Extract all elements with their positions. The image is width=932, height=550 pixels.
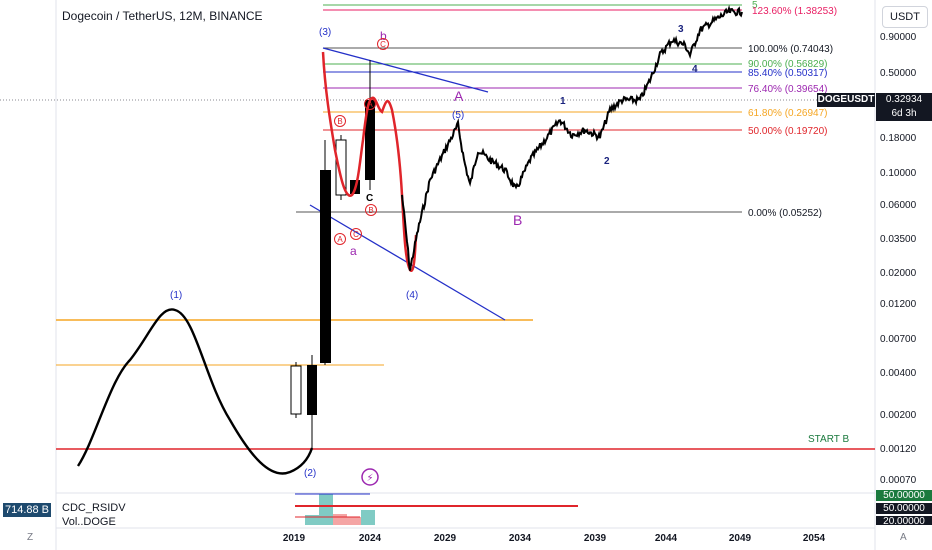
time-tick-label: 2024 xyxy=(359,533,382,544)
indicator-value-3: 20.00000 xyxy=(876,516,932,525)
auto-scale-button[interactable]: A xyxy=(900,532,907,543)
wave-label-1-paren: (1) xyxy=(170,290,182,301)
indicator-bars xyxy=(295,493,578,525)
circled-A-upper: A xyxy=(367,100,373,109)
price-tick-label: 0.06000 xyxy=(880,200,917,211)
circled-B-upper: B xyxy=(337,117,342,126)
indicator-value-1: 50.00000 xyxy=(876,490,932,501)
time-tick-label: 2019 xyxy=(283,533,306,544)
fib-label-123: 123.60% (1.38253) xyxy=(752,6,837,17)
fib-label-50: 50.00% (0.19720) xyxy=(748,126,828,137)
last-price: 0.32934 xyxy=(885,94,923,105)
wave-label-A: A xyxy=(454,88,464,104)
price-tick-label: 0.18000 xyxy=(880,133,917,144)
price-tick-label: 0.10000 xyxy=(880,168,917,179)
price-path xyxy=(401,4,743,271)
fib-label-0: 0.00% (0.05252) xyxy=(748,208,822,219)
wave-label-4: 4 xyxy=(692,64,698,75)
candle-2022 xyxy=(335,139,347,196)
bar-countdown: 6d 3h xyxy=(891,108,917,119)
wave-label-3-paren: (3) xyxy=(319,27,331,38)
chart-title: Dogecoin / TetherUS, 12M, BINANCE xyxy=(62,9,263,23)
time-tick-label: 2044 xyxy=(655,533,678,544)
price-tick-label: 0.00700 xyxy=(880,334,917,345)
circled-C-upper: C xyxy=(380,40,386,49)
last-price-tag: 0.32934 6d 3h xyxy=(876,93,932,121)
fib-label-854: 85.40% (0.50317) xyxy=(748,68,828,79)
time-tick-label: 2049 xyxy=(729,533,752,544)
fib-label-top: 5 xyxy=(752,0,758,11)
wave-label-2-paren: (2) xyxy=(304,468,316,479)
circled-C-lower: C xyxy=(353,230,359,239)
quote-currency-button[interactable]: USDT xyxy=(882,6,928,28)
wave-label-b: b xyxy=(380,29,387,43)
fib-label-100: 100.00% (0.74043) xyxy=(748,44,833,55)
circled-labels: B A B C C A xyxy=(334,38,389,245)
candle-2021 xyxy=(320,170,331,363)
indicator-name-vol[interactable]: Vol..DOGE xyxy=(62,516,116,525)
time-tick-label: 2054 xyxy=(803,533,826,544)
trendline-upper xyxy=(322,47,489,93)
time-tick-label: 2039 xyxy=(584,533,607,544)
price-tick-label: 0.90000 xyxy=(880,32,917,43)
event-flash-icon xyxy=(361,468,379,486)
fib-label-90: 90.00% (0.56829) xyxy=(748,59,828,70)
price-tick-label: 0.03500 xyxy=(880,234,917,245)
time-axis: 2019 2024 2029 2034 2039 2044 2049 2054 xyxy=(283,533,826,544)
wave-label-3: 3 xyxy=(678,24,684,35)
wave-label-B: B xyxy=(513,212,522,228)
time-tick-label: 2034 xyxy=(509,533,532,544)
candle-2020 xyxy=(307,365,317,415)
start-b-label: START B xyxy=(808,434,849,445)
wave-label-c: C xyxy=(366,193,373,204)
circled-A: A xyxy=(337,235,343,244)
candle-2024 xyxy=(365,100,375,180)
candle-2019 xyxy=(290,365,302,415)
fib-label-618: 61.80% (0.26947) xyxy=(748,108,828,119)
wave-label-a: a xyxy=(350,244,357,258)
cycle-curve xyxy=(76,308,314,475)
price-tick-label: 0.00120 xyxy=(880,444,917,455)
price-tick-label: 0.02000 xyxy=(880,268,917,279)
price-tick-label: 0.50000 xyxy=(880,68,917,79)
fib-label-764: 76.40% (0.39654) xyxy=(748,84,828,95)
wave-label-5-paren: (5) xyxy=(452,110,464,121)
wave-label-1: 1 xyxy=(560,96,566,107)
red-projection-wave xyxy=(321,51,418,273)
circled-B-lower: B xyxy=(368,206,373,215)
price-tick-label: 0.00400 xyxy=(880,368,917,379)
wave-label-4-paren: (4) xyxy=(406,290,418,301)
price-axis: 0.900000.500000.300000.180000.100000.060… xyxy=(880,32,917,486)
indicator-value-2: 50.00000 xyxy=(876,503,932,514)
price-tick-label: 0.01200 xyxy=(880,299,917,310)
price-tick-label: 0.00070 xyxy=(880,475,917,486)
volume-badge[interactable]: 714.88 B xyxy=(3,503,51,517)
indicator-name-rsi[interactable]: CDC_RSIDV xyxy=(62,502,126,514)
zoom-icon[interactable]: Z xyxy=(27,532,34,543)
yearly-candles xyxy=(290,60,375,448)
price-tick-label: 0.00200 xyxy=(880,410,917,421)
time-tick-label: 2029 xyxy=(434,533,457,544)
symbol-tag: DOGEUSDT xyxy=(817,93,875,107)
svg-text:⚡: ⚡ xyxy=(366,473,373,484)
fib-levels xyxy=(296,4,742,213)
wave-label-2: 2 xyxy=(604,156,610,167)
